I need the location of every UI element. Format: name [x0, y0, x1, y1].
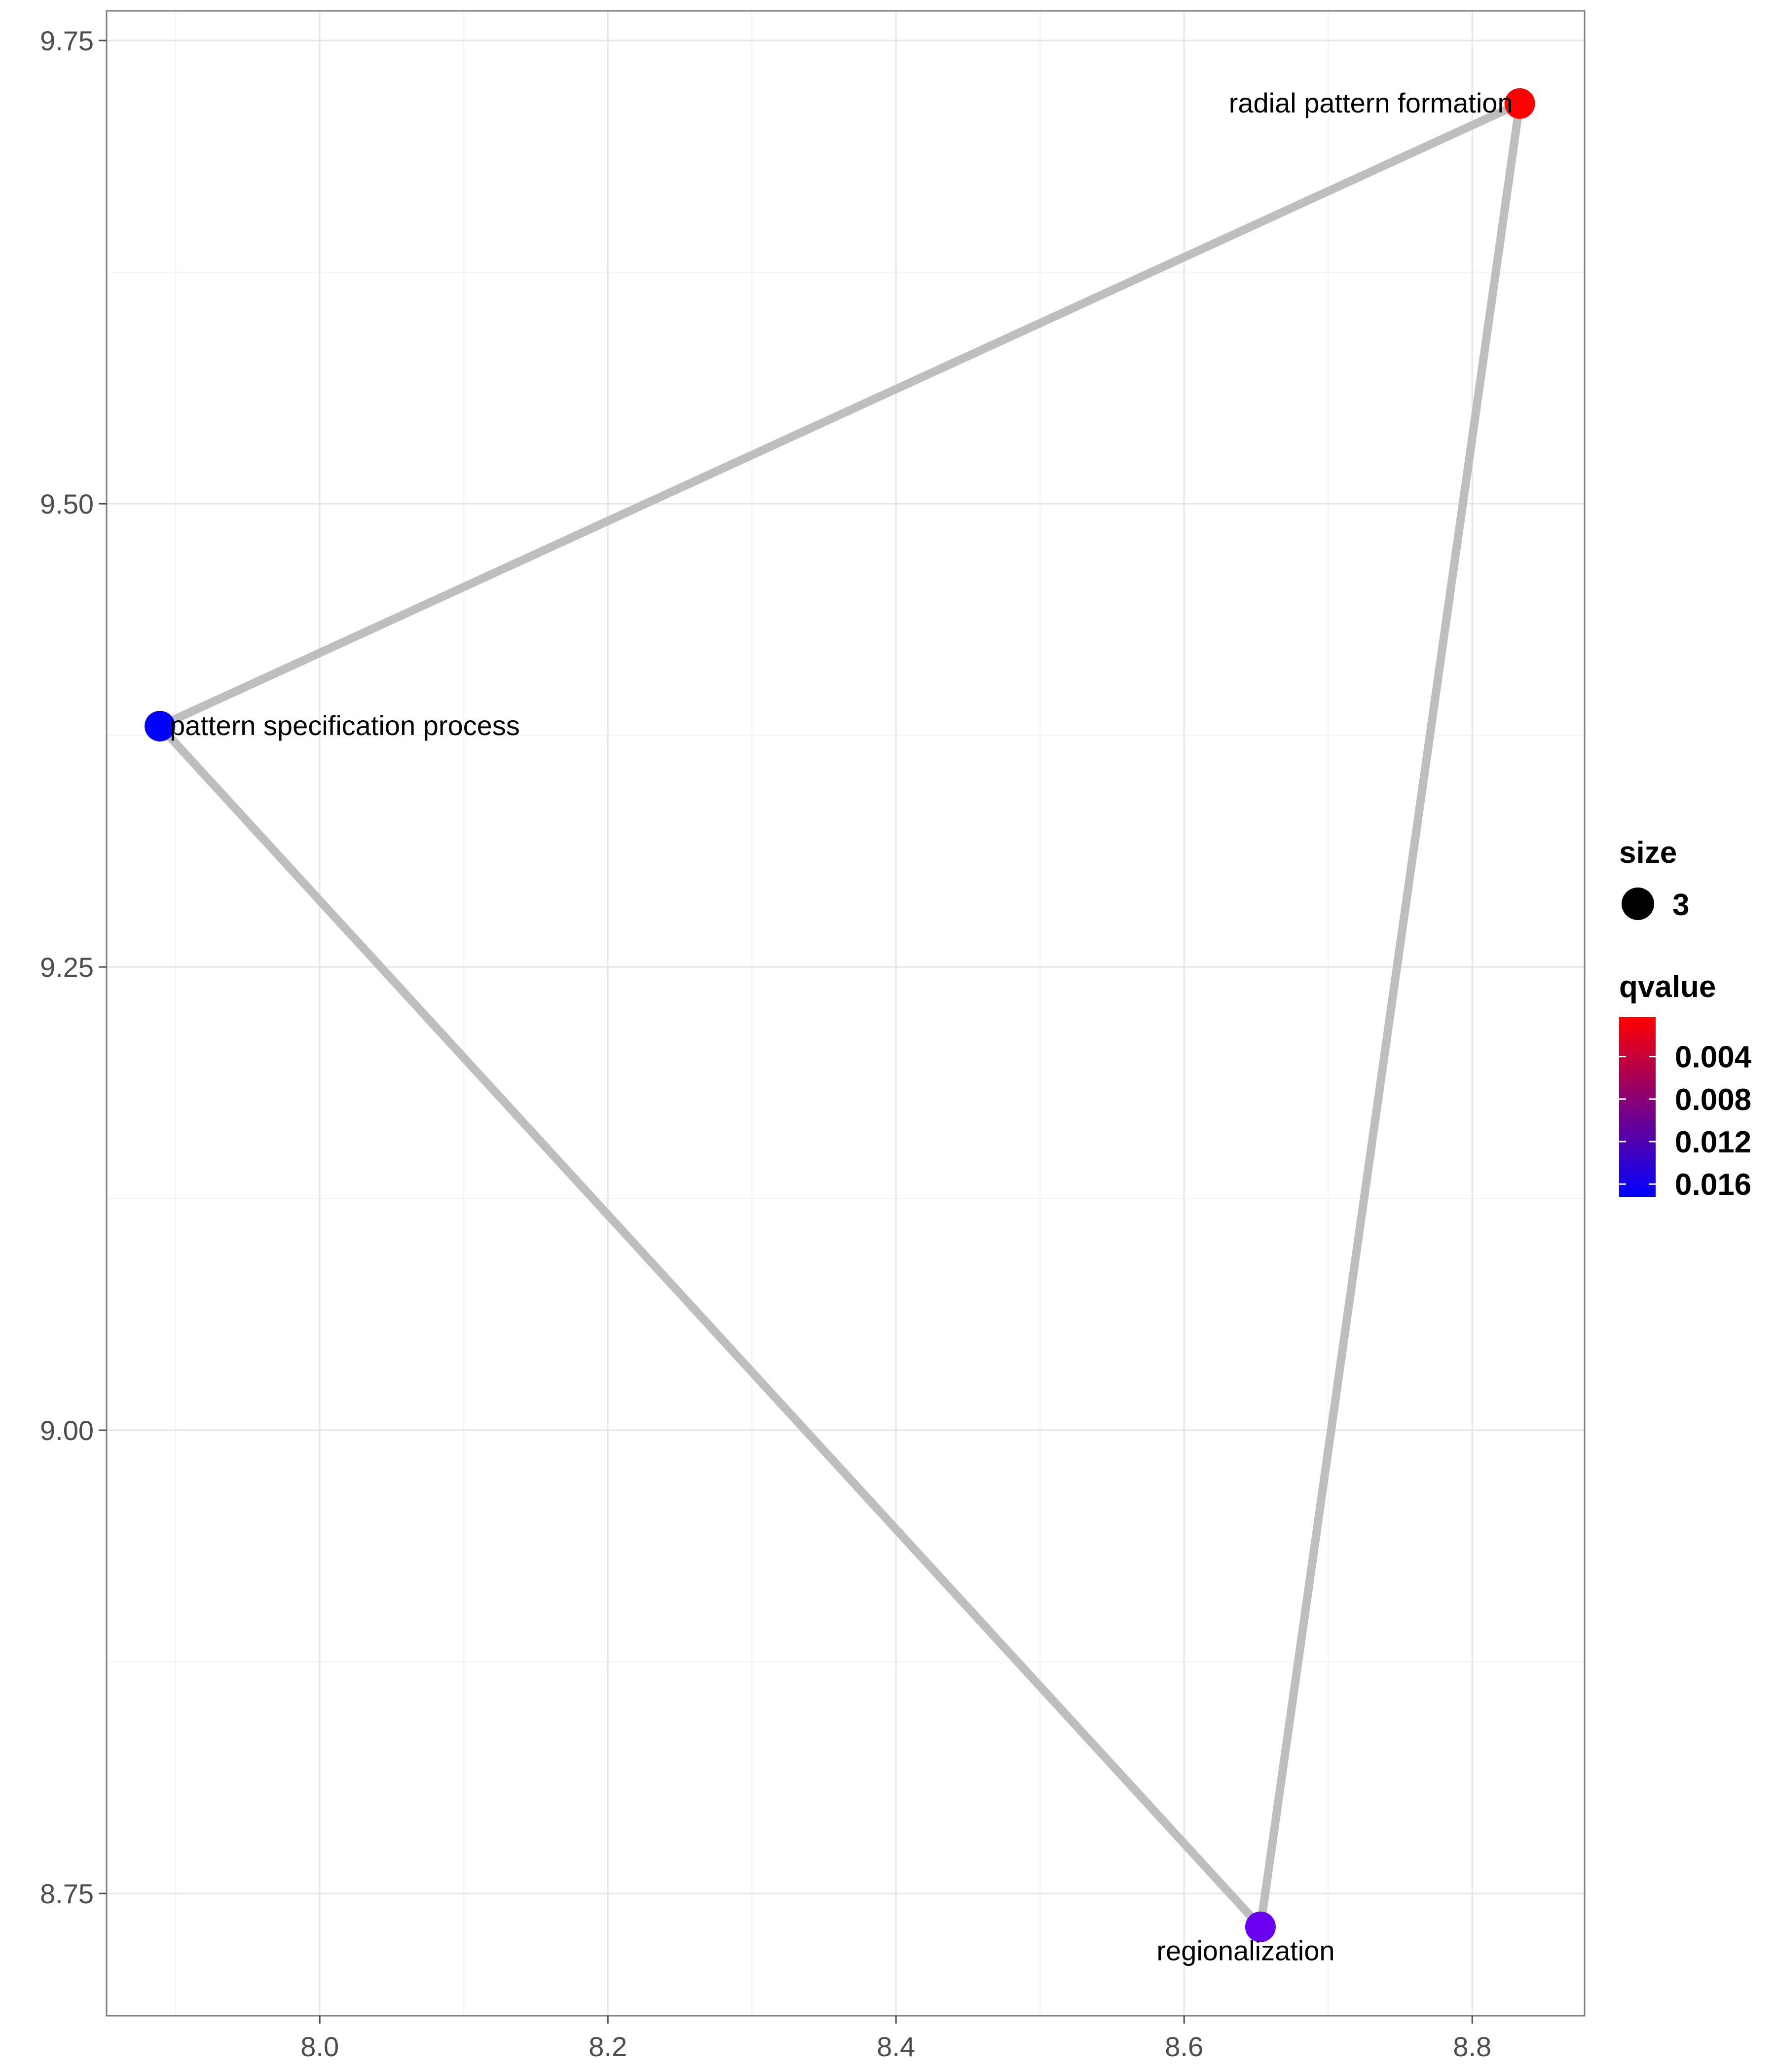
legend-size-value: 3 [1672, 888, 1689, 922]
y-axis: 8.75 9.00 9.25 9.50 9.75 [40, 25, 107, 1909]
minor-grid [107, 11, 1585, 2016]
node-label: pattern specification process [170, 710, 520, 741]
edge-line [1256, 103, 1524, 1927]
colorbar-tick-label: 0.012 [1675, 1125, 1751, 1159]
y-tick-label: 8.75 [40, 1878, 94, 1909]
x-tick-label: 8.4 [877, 2031, 915, 2062]
major-grid [107, 11, 1585, 2016]
legend-colorbar [1619, 1017, 1656, 1197]
y-tick-label: 9.25 [40, 952, 94, 983]
colorbar-tick-label: 0.016 [1675, 1168, 1751, 1202]
x-tick-label: 8.6 [1165, 2031, 1203, 2062]
nodes [145, 88, 1535, 1942]
edge-line [156, 723, 1264, 1930]
node-label: regionalization [1156, 1935, 1334, 1966]
legend-size-title: size [1619, 836, 1677, 870]
legend-colorbar-ticks: 0.004 0.008 0.012 0.016 [1619, 1040, 1752, 1202]
y-tick-label: 9.00 [40, 1415, 94, 1446]
legend-qvalue-title: qvalue [1619, 970, 1716, 1004]
node-label: radial pattern formation [1229, 87, 1513, 118]
node-point [1504, 88, 1535, 119]
x-tick-label: 8.0 [300, 2031, 339, 2062]
x-axis: 8.0 8.2 8.4 8.6 8.8 [300, 2016, 1491, 2062]
x-tick-label: 8.8 [1453, 2031, 1491, 2062]
node-point [145, 710, 176, 741]
edges [156, 100, 1524, 1930]
node-labels: radial pattern formation pattern specific… [170, 87, 1513, 1966]
plot-border [106, 10, 1586, 2017]
edge-line [158, 100, 1522, 730]
legend-size-swatch [1622, 888, 1654, 920]
colorbar-tick-label: 0.008 [1675, 1083, 1751, 1117]
node-point [1245, 1911, 1276, 1942]
y-tick-label: 9.50 [40, 488, 94, 519]
y-tick-label: 9.75 [40, 25, 94, 56]
legend: size 3 qvalue 0.004 0.008 0.012 0.016 [1619, 836, 1752, 1202]
colorbar-tick-label: 0.004 [1675, 1040, 1752, 1074]
x-tick-label: 8.2 [589, 2031, 627, 2062]
plot-panel [107, 11, 1585, 2016]
